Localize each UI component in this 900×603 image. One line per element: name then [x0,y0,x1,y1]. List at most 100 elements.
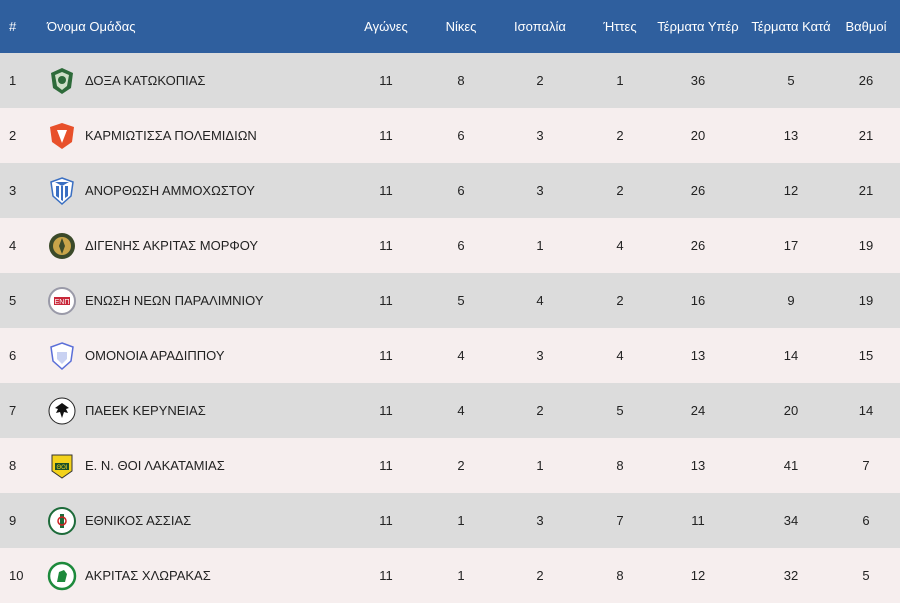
cell-team[interactable]: ΚΑΡΜΙΩΤΙΣΣΑ ΠΟΛΕΜΙΔΙΩΝ [32,121,336,151]
cell-losses: 4 [616,238,624,253]
table-row: 10 ΑΚΡΙΤΑΣ ΧΛΩΡΑΚΑΣ 11 1 2 8 12 32 5 [0,548,900,603]
cell-losses: 8 [616,458,624,473]
thoi-crest-icon: ΘΟΙ [47,451,77,481]
header-wins: Νίκες [445,19,477,34]
cell-wins: 8 [457,73,465,88]
cell-wins: 1 [457,513,465,528]
cell-points: 21 [858,183,874,198]
cell-rank: 3 [9,183,17,198]
cell-played: 11 [379,568,393,583]
cell-goals-against: 41 [783,458,799,473]
cell-team[interactable]: ΔΟΞΑ ΚΑΤΩΚΟΠΙΑΣ [32,66,336,96]
cell-draws: 3 [536,513,544,528]
cell-played: 11 [379,403,393,418]
cell-wins: 1 [457,568,465,583]
cell-goals-against: 32 [783,568,799,583]
header-played: Αγώνες [364,19,408,34]
cell-losses: 4 [616,348,624,363]
cell-goals-for: 20 [690,128,706,143]
cell-rank: 5 [9,293,17,308]
cell-points: 5 [862,568,870,583]
cell-goals-for: 11 [691,513,705,528]
cell-team[interactable]: ΠΑΕΕΚ ΚΕΡΥΝΕΙΑΣ [32,396,336,426]
cell-points: 21 [858,128,874,143]
cell-losses: 2 [616,293,624,308]
header-team: Όνομα Ομάδας [47,19,136,34]
cell-team[interactable]: ΔΙΓΕΝΗΣ ΑΚΡΙΤΑΣ ΜΟΡΦΟΥ [32,231,336,261]
cell-points: 19 [858,238,874,253]
cell-losses: 8 [616,568,624,583]
cell-goals-for: 13 [690,348,706,363]
cell-draws: 3 [536,183,544,198]
cell-wins: 4 [457,403,465,418]
team-name[interactable]: ΕΝΩΣΗ ΝΕΩΝ ΠΑΡΑΛΙΜΝΙΟΥ [85,293,264,308]
cell-draws: 2 [536,568,544,583]
header-points: Βαθμοί [845,19,887,34]
cell-goals-against: 20 [783,403,799,418]
header-goals-for: Τέρματα Υπέρ [657,19,739,34]
cell-played: 11 [379,183,393,198]
cell-points: 6 [862,513,870,528]
cell-losses: 7 [616,513,624,528]
header-rank: # [9,19,17,34]
table-header: # Όνομα Ομάδας Αγώνες Νίκες Ισοπαλία Ήττ… [0,0,900,53]
team-name[interactable]: Ε. Ν. ΘΟΙ ΛΑΚΑΤΑΜΙΑΣ [85,458,225,473]
team-name[interactable]: ΑΝΟΡΘΩΣΗ ΑΜΜΟΧΩΣΤΟΥ [85,183,255,198]
cell-played: 11 [379,73,393,88]
cell-team[interactable]: ΑΝΟΡΘΩΣΗ ΑΜΜΟΧΩΣΤΟΥ [32,176,336,206]
cell-rank: 1 [9,73,17,88]
cell-team[interactable]: ΘΟΙ Ε. Ν. ΘΟΙ ΛΑΚΑΤΑΜΙΑΣ [32,451,336,481]
cell-goals-against: 13 [783,128,799,143]
karmiotissa-crest-icon [47,121,77,151]
cell-goals-against: 5 [787,73,795,88]
cell-points: 7 [862,458,870,473]
svg-text:ΘΟΙ: ΘΟΙ [56,465,67,471]
cell-draws: 2 [536,73,544,88]
cell-team[interactable]: ΟΜΟΝΟΙΑ ΑΡΑΔΙΠΠΟΥ [32,341,336,371]
cell-goals-against: 34 [783,513,799,528]
team-name[interactable]: ΑΚΡΙΤΑΣ ΧΛΩΡΑΚΑΣ [85,568,211,583]
cell-rank: 8 [9,458,17,473]
cell-goals-against: 17 [783,238,799,253]
cell-goals-against: 14 [783,348,799,363]
doxa-crest-icon [47,66,77,96]
cell-goals-for: 26 [690,238,706,253]
team-name[interactable]: ΚΑΡΜΙΩΤΙΣΣΑ ΠΟΛΕΜΙΔΙΩΝ [85,128,257,143]
table-row: 1 ΔΟΞΑ ΚΑΤΩΚΟΠΙΑΣ 11 8 2 1 36 5 26 [0,53,900,108]
ethnikos-crest-icon [47,506,77,536]
team-name[interactable]: ΕΘΝΙΚΟΣ ΑΣΣΙΑΣ [85,513,192,528]
table-row: 8 ΘΟΙ Ε. Ν. ΘΟΙ ΛΑΚΑΤΑΜΙΑΣ 11 2 1 8 13 41 7 [0,438,900,493]
team-name[interactable]: ΟΜΟΝΟΙΑ ΑΡΑΔΙΠΠΟΥ [85,348,225,363]
cell-losses: 2 [616,128,624,143]
cell-played: 11 [379,238,393,253]
akritas-crest-icon [47,561,77,591]
header-draws: Ισοπαλία [514,19,566,34]
cell-losses: 5 [616,403,624,418]
team-name[interactable]: ΔΟΞΑ ΚΑΤΩΚΟΠΙΑΣ [85,73,206,88]
enp-crest-icon: ΕΝΠ [47,286,77,316]
cell-rank: 4 [9,238,17,253]
cell-wins: 6 [457,183,465,198]
cell-wins: 5 [457,293,465,308]
cell-played: 11 [379,128,393,143]
omonoia-crest-icon [47,341,77,371]
cell-played: 11 [379,348,393,363]
team-name[interactable]: ΠΑΕΕΚ ΚΕΡΥΝΕΙΑΣ [85,403,206,418]
team-name[interactable]: ΔΙΓΕΝΗΣ ΑΚΡΙΤΑΣ ΜΟΡΦΟΥ [85,238,259,253]
table-row: 2 ΚΑΡΜΙΩΤΙΣΣΑ ΠΟΛΕΜΙΔΙΩΝ 11 6 3 2 20 13 21 [0,108,900,163]
table-row: 9 ΕΘΝΙΚΟΣ ΑΣΣΙΑΣ 11 1 3 7 11 34 6 [0,493,900,548]
cell-team[interactable]: ΕΘΝΙΚΟΣ ΑΣΣΙΑΣ [32,506,336,536]
cell-draws: 3 [536,348,544,363]
table-row: 5 ΕΝΠ ΕΝΩΣΗ ΝΕΩΝ ΠΑΡΑΛΙΜΝΙΟΥ 11 5 4 2 16 9 19 [0,273,900,328]
cell-points: 14 [858,403,874,418]
cell-draws: 1 [536,238,544,253]
cell-wins: 6 [457,238,465,253]
cell-team[interactable]: ΕΝΠ ΕΝΩΣΗ ΝΕΩΝ ΠΑΡΑΛΙΜΝΙΟΥ [32,286,336,316]
table-row: 4 ΔΙΓΕΝΗΣ ΑΚΡΙΤΑΣ ΜΟΡΦΟΥ 11 6 1 4 26 17 19 [0,218,900,273]
cell-rank: 9 [9,513,17,528]
cell-goals-for: 24 [690,403,706,418]
cell-points: 26 [858,73,874,88]
cell-team[interactable]: ΑΚΡΙΤΑΣ ΧΛΩΡΑΚΑΣ [32,561,336,591]
cell-wins: 6 [457,128,465,143]
